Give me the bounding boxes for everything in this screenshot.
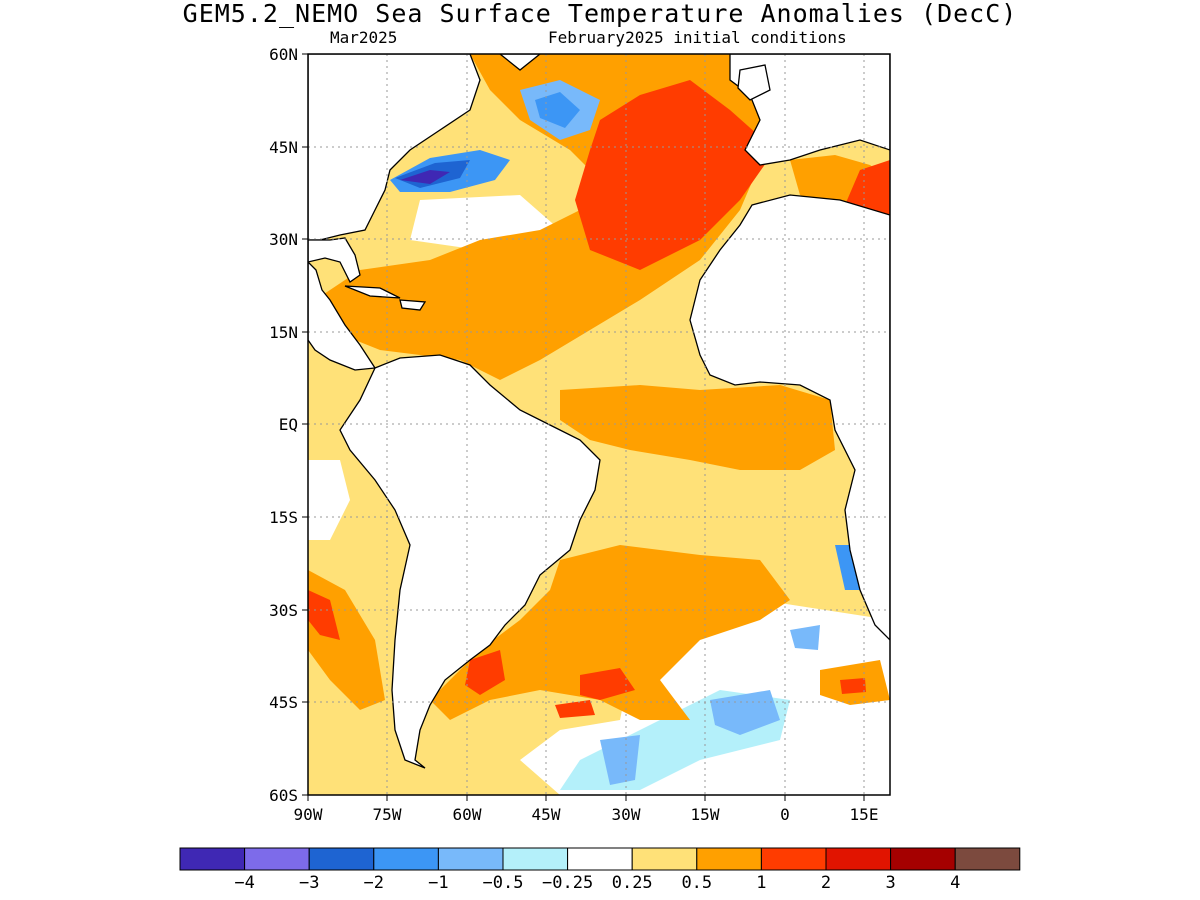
lon-label-15w: 15W <box>691 805 720 824</box>
lon-label-60w: 60W <box>453 805 482 824</box>
colorbar-swatch <box>308 847 375 871</box>
initial-conditions-label: February2025 initial conditions <box>548 28 847 47</box>
florida-land <box>308 237 361 283</box>
lat-label-45s: 45S <box>269 693 298 712</box>
hispaniola-land <box>399 299 427 311</box>
colorbar-swatch <box>631 847 698 871</box>
colorbar-label: −0.25 <box>542 873 593 893</box>
colorbar-label: 0.5 <box>681 873 712 893</box>
colorbar-swatch <box>760 847 827 871</box>
lon-label-30w: 30W <box>612 805 641 824</box>
lat-label-30n: 30N <box>269 230 298 249</box>
colorbar-swatch <box>696 847 762 871</box>
colorbar-label: 4 <box>950 873 960 893</box>
forecast-month: Mar2025 <box>330 28 398 47</box>
lat-tick-labels: 60N 45N 30N 15N EQ 15S 30S 45S 60S <box>269 45 298 805</box>
greenland-land <box>498 54 542 71</box>
lon-label-15e: 15E <box>850 805 879 824</box>
colorbar-label: 3 <box>885 873 895 893</box>
lat-label-15s: 15S <box>269 508 298 527</box>
colorbar-label: 2 <box>821 873 831 893</box>
colorbar-label: −1 <box>428 873 448 893</box>
colorbar-swatch <box>890 847 956 871</box>
colorbar-swatch <box>437 847 504 871</box>
colorbar-swatch <box>244 847 310 871</box>
lon-label-90w: 90W <box>294 805 323 824</box>
colorbar: −4 −3 −2 −1 −0.5 −0.25 0.25 0.5 1 2 3 4 <box>179 847 1021 893</box>
central-america-land <box>308 261 377 371</box>
south-america-land <box>339 354 601 769</box>
lat-label-45n: 45N <box>269 138 298 157</box>
colorbar-label: −0.5 <box>483 873 524 893</box>
graticule <box>308 54 890 795</box>
british-isles-land <box>737 64 771 101</box>
lat-label-eq: EQ <box>279 415 298 434</box>
colorbar-label: −4 <box>234 873 254 893</box>
lat-label-30s: 30S <box>269 601 298 620</box>
lat-label-60n: 60N <box>269 45 298 64</box>
lon-label-0: 0 <box>780 805 790 824</box>
lat-label-60s: 60S <box>269 786 298 805</box>
colorbar-swatch <box>179 847 246 871</box>
cuba-land <box>344 285 401 299</box>
africa-land <box>689 194 890 641</box>
colorbar-swatch <box>567 847 633 871</box>
colorbar-swatch <box>825 847 892 871</box>
map-title: GEM5.2_NEMO Sea Surface Temperature Anom… <box>182 0 1018 28</box>
lon-label-45w: 45W <box>532 805 561 824</box>
colorbar-label: −2 <box>364 873 384 893</box>
lat-label-15n: 15N <box>269 323 298 342</box>
lon-tick-labels: 90W 75W 60W 45W 30W 15W 0 15E <box>294 805 879 824</box>
colorbar-label: 1 <box>756 873 766 893</box>
colorbar-swatch <box>954 847 1021 871</box>
lon-label-75w: 75W <box>373 805 402 824</box>
colorbar-swatch <box>502 847 569 871</box>
colorbar-swatch <box>373 847 439 871</box>
colorbar-label: −3 <box>299 873 319 893</box>
colorbar-label: 0.25 <box>612 873 653 893</box>
tick-marks <box>302 53 865 801</box>
